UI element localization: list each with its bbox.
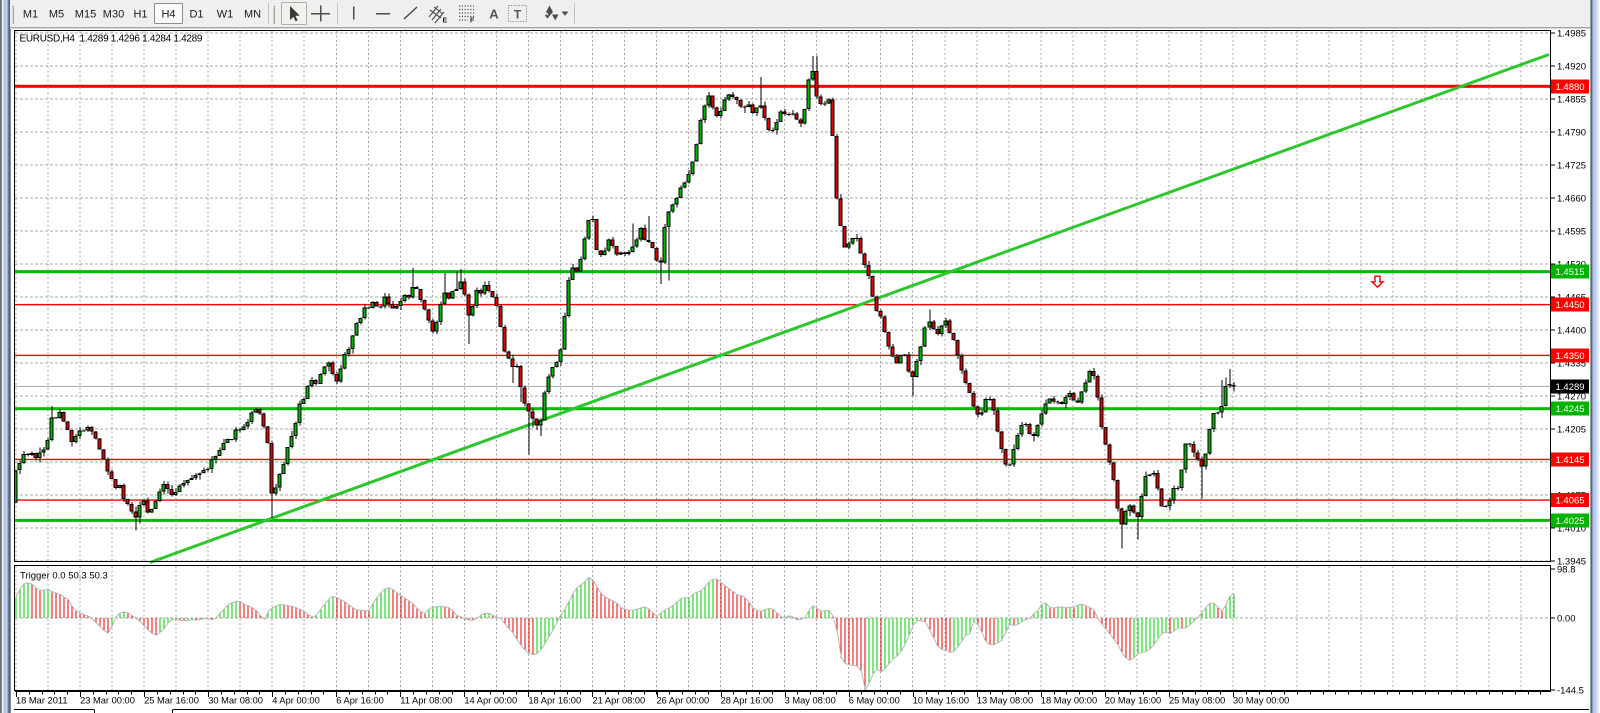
svg-text:E: E (443, 18, 448, 25)
svg-text:1.4790: 1.4790 (1557, 128, 1586, 139)
svg-text:1.4205: 1.4205 (1557, 425, 1586, 436)
svg-text:M1: M1 (23, 9, 38, 21)
svg-text:11 Apr 08:00: 11 Apr 08:00 (400, 696, 452, 706)
svg-text:M30: M30 (103, 9, 124, 21)
svg-text:1.4595: 1.4595 (1557, 227, 1586, 238)
svg-text:23 Mar 00:00: 23 Mar 00:00 (80, 696, 135, 706)
svg-text:20 May 16:00: 20 May 16:00 (1105, 696, 1161, 706)
svg-text:0.00: 0.00 (1557, 614, 1576, 625)
svg-text:3 May 08:00: 3 May 08:00 (785, 696, 836, 706)
svg-text:25 Mar 16:00: 25 Mar 16:00 (144, 696, 199, 706)
svg-text:25 May 08:00: 25 May 08:00 (1169, 696, 1225, 706)
svg-text:1.4855: 1.4855 (1557, 95, 1586, 106)
svg-text:T: T (514, 8, 522, 22)
svg-text:10 May 16:00: 10 May 16:00 (913, 696, 969, 706)
svg-text:1.4025: 1.4025 (1556, 516, 1585, 527)
svg-text:1.4145: 1.4145 (1556, 455, 1585, 466)
svg-text:1.4515: 1.4515 (1556, 267, 1585, 278)
svg-text:H4: H4 (161, 9, 175, 21)
svg-text:1.3945: 1.3945 (1557, 557, 1586, 568)
svg-text:1.4350: 1.4350 (1556, 351, 1585, 362)
svg-text:1.4010: 1.4010 (1557, 524, 1586, 535)
svg-text:1.4660: 1.4660 (1557, 194, 1586, 205)
svg-text:D1: D1 (189, 9, 203, 21)
svg-text:18 May 00:00: 18 May 00:00 (1041, 696, 1097, 706)
svg-text:1.4725: 1.4725 (1557, 161, 1586, 172)
svg-text:21 Apr 08:00: 21 Apr 08:00 (593, 696, 646, 706)
svg-text:14 Apr 00:00: 14 Apr 00:00 (464, 696, 517, 706)
svg-text:1.4270: 1.4270 (1557, 392, 1586, 403)
svg-text:28 Apr 16:00: 28 Apr 16:00 (721, 696, 774, 706)
svg-text:EURUSD,H4 1.4289 1.4296 1.428: EURUSD,H4 1.4289 1.4296 1.4284 1.4289 (20, 34, 203, 45)
svg-text:18 Apr 16:00: 18 Apr 16:00 (528, 696, 581, 706)
svg-text:Trigger 0.0 50.3 50.3: Trigger 0.0 50.3 50.3 (20, 571, 108, 582)
svg-text:30 May 00:00: 30 May 00:00 (1233, 696, 1289, 706)
svg-text:6 May 00:00: 6 May 00:00 (849, 696, 900, 706)
svg-text:1.4450: 1.4450 (1556, 300, 1585, 311)
svg-text:26 Apr 00:00: 26 Apr 00:00 (657, 696, 710, 706)
svg-text:1.4289: 1.4289 (1556, 382, 1585, 393)
svg-text:1.4245: 1.4245 (1556, 404, 1585, 415)
svg-text:1.4920: 1.4920 (1557, 62, 1586, 73)
svg-text:1.4335: 1.4335 (1557, 359, 1586, 370)
svg-text:A: A (489, 7, 499, 22)
svg-text:W1: W1 (217, 9, 234, 21)
svg-text:13 May 08:00: 13 May 08:00 (977, 696, 1033, 706)
svg-text:18 Mar 2011: 18 Mar 2011 (16, 696, 68, 706)
svg-text:1.4880: 1.4880 (1556, 82, 1585, 93)
svg-text:6 Apr 16:00: 6 Apr 16:00 (336, 696, 384, 706)
svg-text:4 Apr 00:00: 4 Apr 00:00 (272, 696, 320, 706)
svg-text:1.4065: 1.4065 (1556, 496, 1585, 507)
svg-text:MN: MN (244, 9, 261, 21)
svg-text:F: F (470, 18, 475, 25)
svg-text:98.8: 98.8 (1557, 564, 1576, 575)
svg-text:1.4985: 1.4985 (1557, 29, 1586, 40)
svg-text:30 Mar 08:00: 30 Mar 08:00 (208, 696, 263, 706)
svg-text:H1: H1 (133, 9, 147, 21)
svg-text:M15: M15 (75, 9, 96, 21)
svg-text:-144.5: -144.5 (1557, 686, 1584, 697)
svg-text:1.4400: 1.4400 (1557, 326, 1586, 337)
svg-text:M5: M5 (49, 9, 64, 21)
